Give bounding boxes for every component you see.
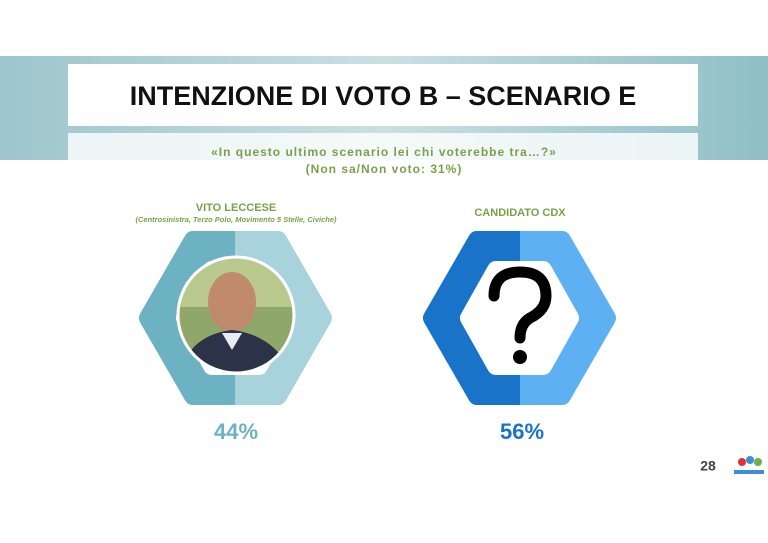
share: 56% [500,419,544,444]
question-box [68,133,698,160]
share: 44% [214,419,258,444]
candidate-coalition: (Centrosinistra, Terzo Polo, Movimento 5… [135,215,337,224]
ring-right [423,231,616,405]
question: «In questo ultimo scenario lei chi voter… [211,145,557,159]
candidate-name: VITO LECCESE [196,202,276,214]
note: (Non sa/Non voto: 31%) [306,162,463,176]
question-mark [488,266,552,364]
photo-frame [176,255,296,375]
title-box [68,64,698,126]
page-number: 28 [700,458,716,474]
title: INTENZIONE DI VOTO B – SCENARIO E [130,81,637,111]
candidate-photo [178,257,294,373]
logo [734,456,764,474]
candidate-name: CANDIDATO CDX [474,207,566,219]
